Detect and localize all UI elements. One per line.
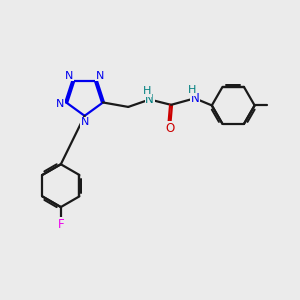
Text: N: N bbox=[96, 70, 104, 81]
Text: N: N bbox=[145, 93, 154, 106]
Text: N: N bbox=[190, 92, 199, 105]
Text: F: F bbox=[58, 218, 64, 230]
Text: N: N bbox=[65, 70, 74, 81]
Text: N: N bbox=[56, 100, 64, 110]
Text: N: N bbox=[80, 117, 89, 128]
Text: H: H bbox=[188, 85, 196, 95]
Text: O: O bbox=[165, 122, 174, 134]
Text: H: H bbox=[143, 86, 152, 96]
